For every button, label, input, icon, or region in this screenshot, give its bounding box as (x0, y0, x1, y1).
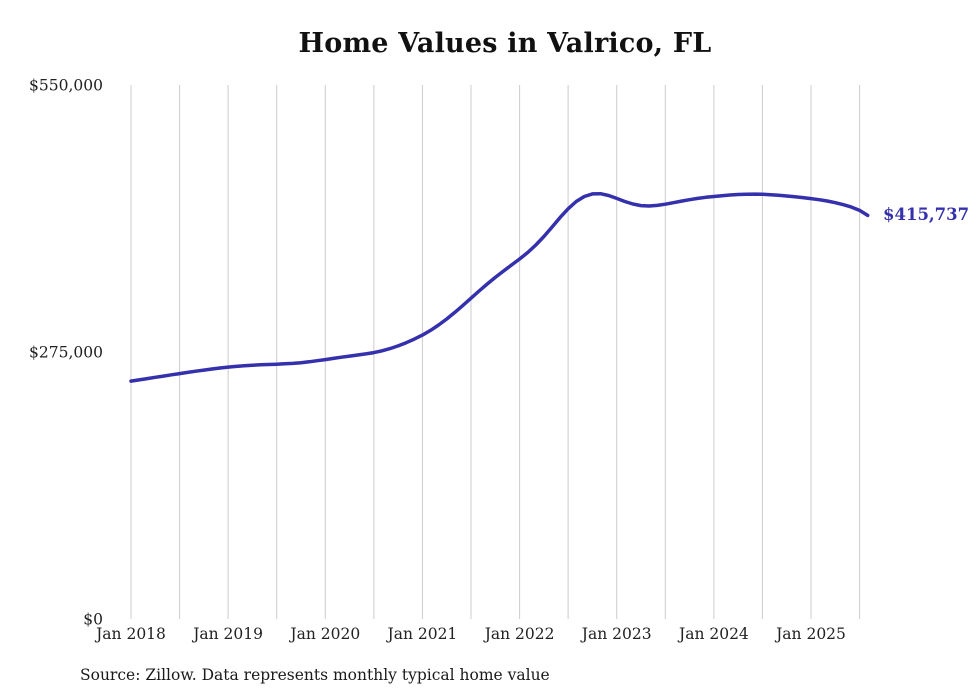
x-axis-tick-label: Jan 2024 (677, 625, 749, 643)
chart-title: Home Values in Valrico, FL (298, 28, 712, 59)
x-axis-tick-label: Jan 2025 (774, 625, 846, 643)
home-value-series-line (129, 191, 870, 383)
x-axis-tick-label: Jan 2023 (580, 625, 652, 643)
x-axis-tick-label: Jan 2019 (191, 625, 263, 643)
latest-value-label: $415,737 (883, 205, 970, 224)
x-axis-tick-label: Jan 2018 (94, 625, 166, 643)
y-axis-tick-label: $275,000 (29, 344, 103, 362)
x-axis-tick-label: Jan 2020 (288, 625, 360, 643)
x-axis-tick-label: Jan 2022 (483, 625, 555, 643)
source-note: Source: Zillow. Data represents monthly … (80, 666, 550, 684)
x-axis-tick-label: Jan 2021 (385, 625, 457, 643)
y-axis-tick-label: $550,000 (29, 77, 103, 95)
y-axis-tick-label: $0 (83, 611, 103, 629)
